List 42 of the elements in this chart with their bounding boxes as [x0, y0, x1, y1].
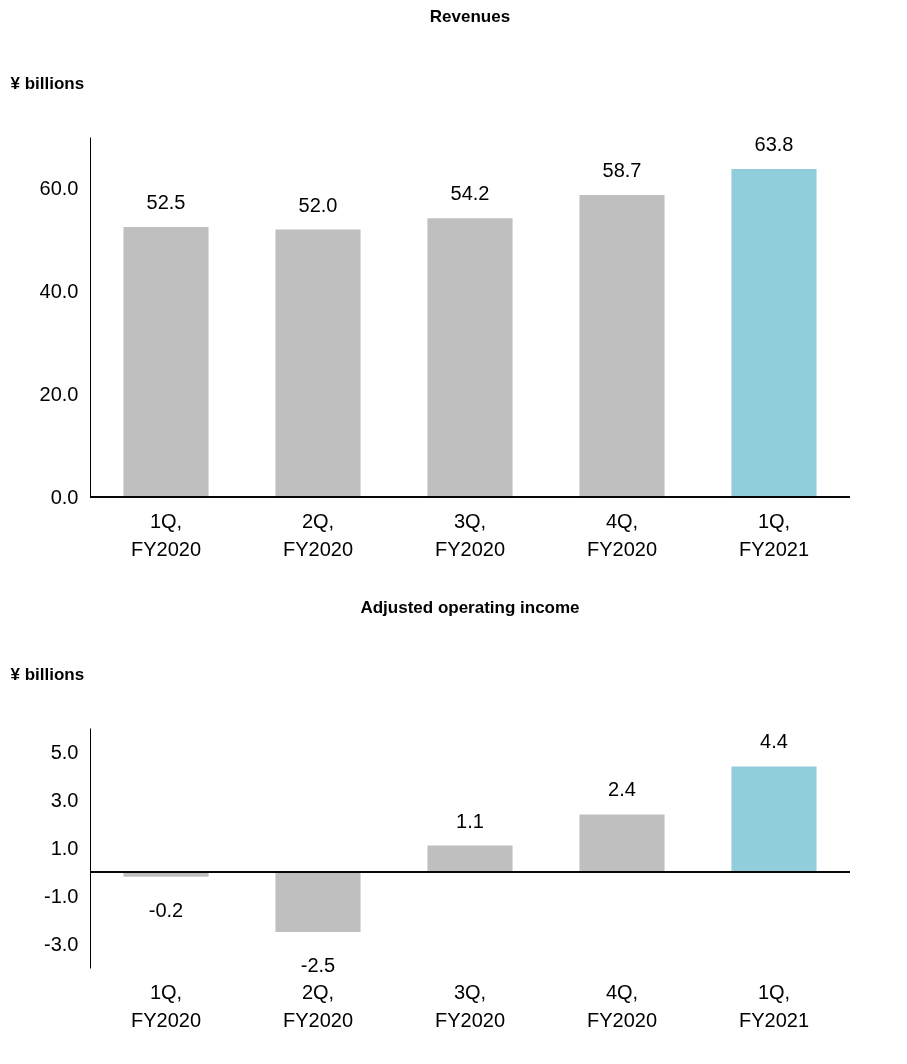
x-tick-label: 3Q, FY2020: [434, 980, 506, 1031]
chart-title: Revenues: [429, 7, 511, 26]
data-label: 54.2: [450, 182, 490, 205]
bar: [579, 195, 665, 497]
x-tick-label: 4Q, FY2020: [586, 509, 658, 560]
y-tick-label: 20.0: [39, 382, 79, 405]
data-label: 63.8: [754, 132, 794, 155]
y-tick-label: 40.0: [39, 279, 79, 302]
data-label: 52.0: [298, 193, 338, 216]
y-axis-title: ¥ billions: [10, 664, 85, 684]
x-tick-label: 1Q, FY2021: [738, 980, 810, 1031]
data-label: 2.4: [608, 778, 636, 801]
y-axis-title: ¥ billions: [10, 73, 85, 93]
y-tick-label: -3.0: [44, 932, 79, 955]
bar: [427, 218, 513, 497]
data-label: -2.5: [300, 954, 336, 976]
y-tick-label: 0.0: [50, 485, 79, 508]
y-tick-label: 60.0: [39, 176, 79, 199]
x-tick-label: 1Q, FY2020: [130, 509, 202, 560]
bar: [275, 872, 361, 932]
bar: [427, 845, 513, 872]
chart-title: Adjusted operating income: [360, 598, 580, 617]
data-label: 1.1: [456, 809, 484, 832]
bar: [123, 227, 209, 497]
data-label: -0.2: [148, 898, 184, 921]
x-tick-label: 4Q, FY2020: [586, 980, 658, 1031]
y-tick-label: -1.0: [44, 884, 79, 907]
data-label: 4.4: [760, 730, 788, 753]
x-tick-label: 1Q, FY2021: [738, 509, 810, 560]
bar: [731, 766, 817, 872]
x-tick-label: 2Q, FY2020: [282, 509, 354, 560]
x-tick-label: 3Q, FY2020: [434, 509, 506, 560]
x-tick-label: 1Q, FY2020: [130, 980, 202, 1031]
y-tick-label: 1.0: [50, 836, 79, 859]
data-label: 52.5: [146, 191, 186, 213]
y-tick-label: 3.0: [50, 788, 79, 811]
bar: [275, 229, 361, 497]
bar: [579, 814, 665, 872]
y-tick-label: 5.0: [50, 740, 79, 763]
bar: [731, 168, 817, 497]
x-tick-label: 2Q, FY2020: [282, 980, 354, 1031]
data-label: 58.7: [602, 159, 642, 182]
